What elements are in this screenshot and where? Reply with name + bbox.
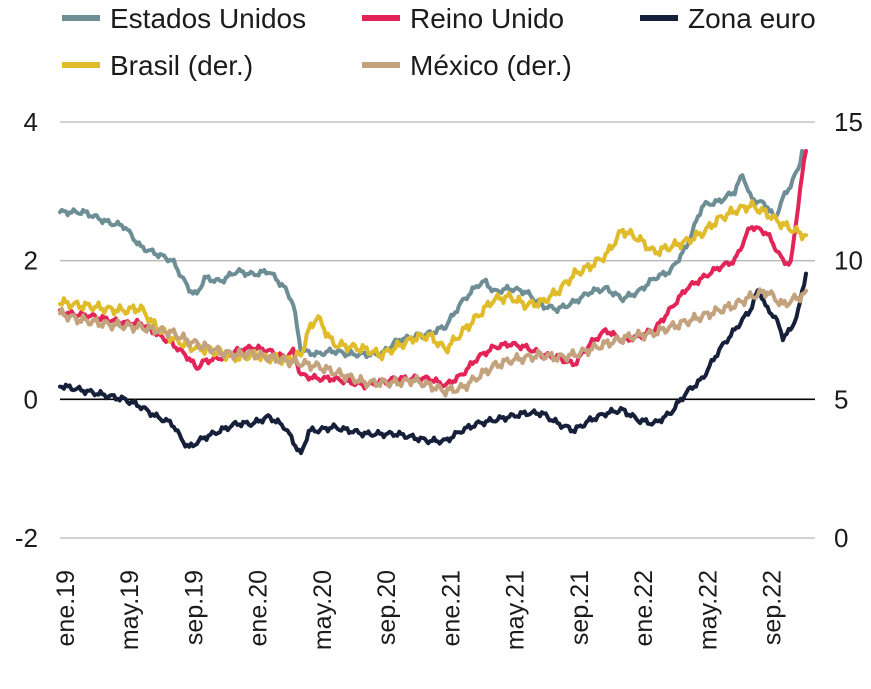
legend-label-mexico-der: México (der.)	[410, 50, 572, 81]
x-tick-label: ene.19	[52, 570, 80, 646]
legend: Estados Unidos Reino Unido Zona euro Brasil…	[62, 3, 816, 81]
x-tick-label: may.22	[694, 570, 722, 650]
series-lines	[58, 148, 808, 456]
right-tick-label: 15	[834, 107, 863, 137]
x-tick-label: may.19	[116, 570, 144, 650]
left-tick-label: 4	[24, 107, 38, 137]
legend-label-zona-euro: Zona euro	[688, 3, 816, 34]
x-tick-label: sep.22	[759, 570, 787, 645]
gridlines	[60, 121, 815, 539]
left-tick-label: 0	[24, 384, 38, 414]
x-axis-ticks: ene.19 may.19 sep.19 ene.20 may.20 sep.20 ene.…	[52, 570, 787, 650]
series-line-estados-unidos	[58, 148, 805, 360]
right-tick-label: 5	[834, 384, 848, 414]
left-axis-ticks: -2 0 2 4	[15, 107, 38, 553]
x-tick-label: ene.21	[437, 570, 465, 646]
x-tick-label: may.21	[502, 570, 530, 650]
left-tick-label: 2	[24, 246, 38, 276]
x-tick-label: sep.20	[373, 570, 401, 645]
right-tick-label: 0	[834, 523, 848, 553]
legend-label-estados-unidos: Estados Unidos	[110, 3, 306, 34]
left-tick-label: -2	[15, 523, 38, 553]
x-tick-label: sep.19	[180, 570, 208, 645]
legend-label-reino-unido: Reino Unido	[410, 3, 564, 34]
x-tick-label: sep.21	[566, 570, 594, 645]
series-line-mexico-der	[58, 287, 808, 398]
x-tick-label: ene.20	[245, 570, 273, 646]
legend-label-brasil-der: Brasil (der.)	[110, 50, 253, 81]
series-line-brasil-der	[58, 199, 808, 366]
right-tick-label: 10	[834, 246, 863, 276]
series-line-zona-euro	[58, 271, 808, 456]
x-tick-label: ene.22	[630, 570, 658, 646]
series-line-reino-unido	[58, 149, 808, 391]
x-tick-label: may.20	[309, 570, 337, 650]
right-axis-ticks: 0 5 10 15	[834, 107, 863, 553]
